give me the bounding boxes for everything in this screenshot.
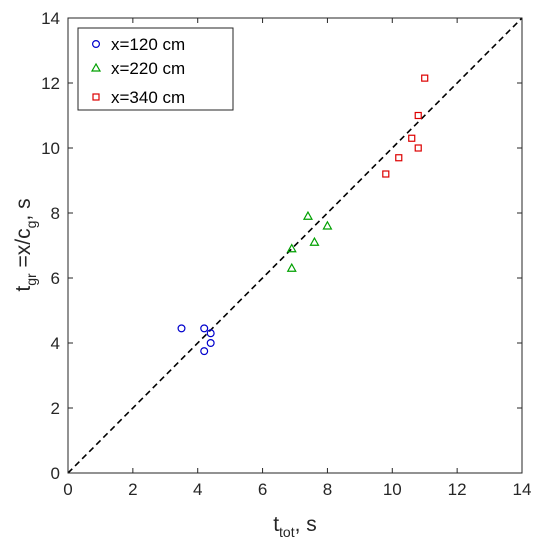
data-point-triangle: [286, 243, 297, 253]
y-tick-label: 4: [51, 334, 60, 353]
legend-box: [77, 27, 234, 111]
x-tick-label: 10: [383, 480, 402, 499]
legend-label-220: x=220 cm: [111, 59, 185, 78]
legend-label-340: x=340 cm: [111, 88, 185, 107]
y-tick-label: 2: [51, 399, 60, 418]
y-tick-label: 14: [41, 9, 60, 28]
data-point-circle: [206, 329, 215, 338]
y-axis-label-sub1: gr: [23, 273, 39, 286]
y-tick-label: 6: [51, 269, 60, 288]
data-point-square: [408, 134, 416, 142]
x-axis-label-sub: tot: [279, 524, 295, 540]
reference-line: [67, 17, 523, 474]
data-point-circle: [200, 324, 209, 333]
x-axis-label: ttot, s: [273, 513, 317, 540]
x-tick-label: 6: [258, 480, 267, 499]
y-axis-label-mid: =x/c: [12, 228, 35, 273]
plot-frame: [67, 17, 523, 474]
y-tick-label: 8: [51, 204, 60, 223]
legend-label-120: x=120 cm: [111, 35, 185, 54]
y-axis-label-main: t: [12, 286, 35, 292]
data-point-circle: [177, 324, 186, 333]
y-axis-label-suffix: , s: [12, 198, 35, 220]
legend-entry-220: x=220 cm: [90, 59, 185, 78]
y-axis-label-sub2: g: [23, 221, 39, 229]
data-point-triangle: [322, 220, 333, 230]
data-point-square: [395, 154, 403, 162]
legend-entry-120: x=120 cm: [91, 35, 185, 54]
legend-entry-340: x=340 cm: [92, 88, 185, 107]
x-tick-label: 8: [323, 480, 332, 499]
data-point-triangle: [286, 262, 297, 272]
data-point-circle: [200, 347, 209, 356]
data-point-square: [414, 111, 422, 120]
data-point-square: [421, 74, 429, 82]
legend-marker-circle: [91, 39, 100, 48]
x-tick-label: 0: [63, 480, 72, 499]
x-axis-label-suffix: , s: [295, 513, 317, 536]
x-tick-label: 2: [128, 480, 137, 499]
x-axis-label-main: t: [273, 513, 279, 536]
x-axis-ticks: 0 2 4 6 8 10 12 14: [63, 18, 531, 499]
data-point-triangle: [302, 210, 313, 220]
data-point-square: [382, 170, 390, 178]
legend-marker-triangle: [90, 62, 102, 72]
y-tick-label: 0: [51, 464, 60, 483]
data-point-square: [414, 144, 422, 152]
data-point-circle: [206, 339, 215, 348]
x-tick-label: 12: [448, 480, 467, 499]
y-tick-label: 10: [41, 139, 60, 158]
x-tick-label: 14: [513, 480, 532, 499]
legend-marker-square: [92, 93, 100, 101]
data-point-triangle: [309, 236, 320, 246]
x-tick-label: 4: [193, 480, 202, 499]
y-tick-label: 12: [41, 74, 60, 93]
data-points: [177, 74, 429, 356]
y-axis-ticks: 0 2 4 6 8 10 12 14: [41, 9, 522, 483]
legend: x=120 cm x=220 cm x=340 cm: [77, 27, 234, 111]
y-axis-label: tgr =x/cg, s: [12, 198, 39, 291]
